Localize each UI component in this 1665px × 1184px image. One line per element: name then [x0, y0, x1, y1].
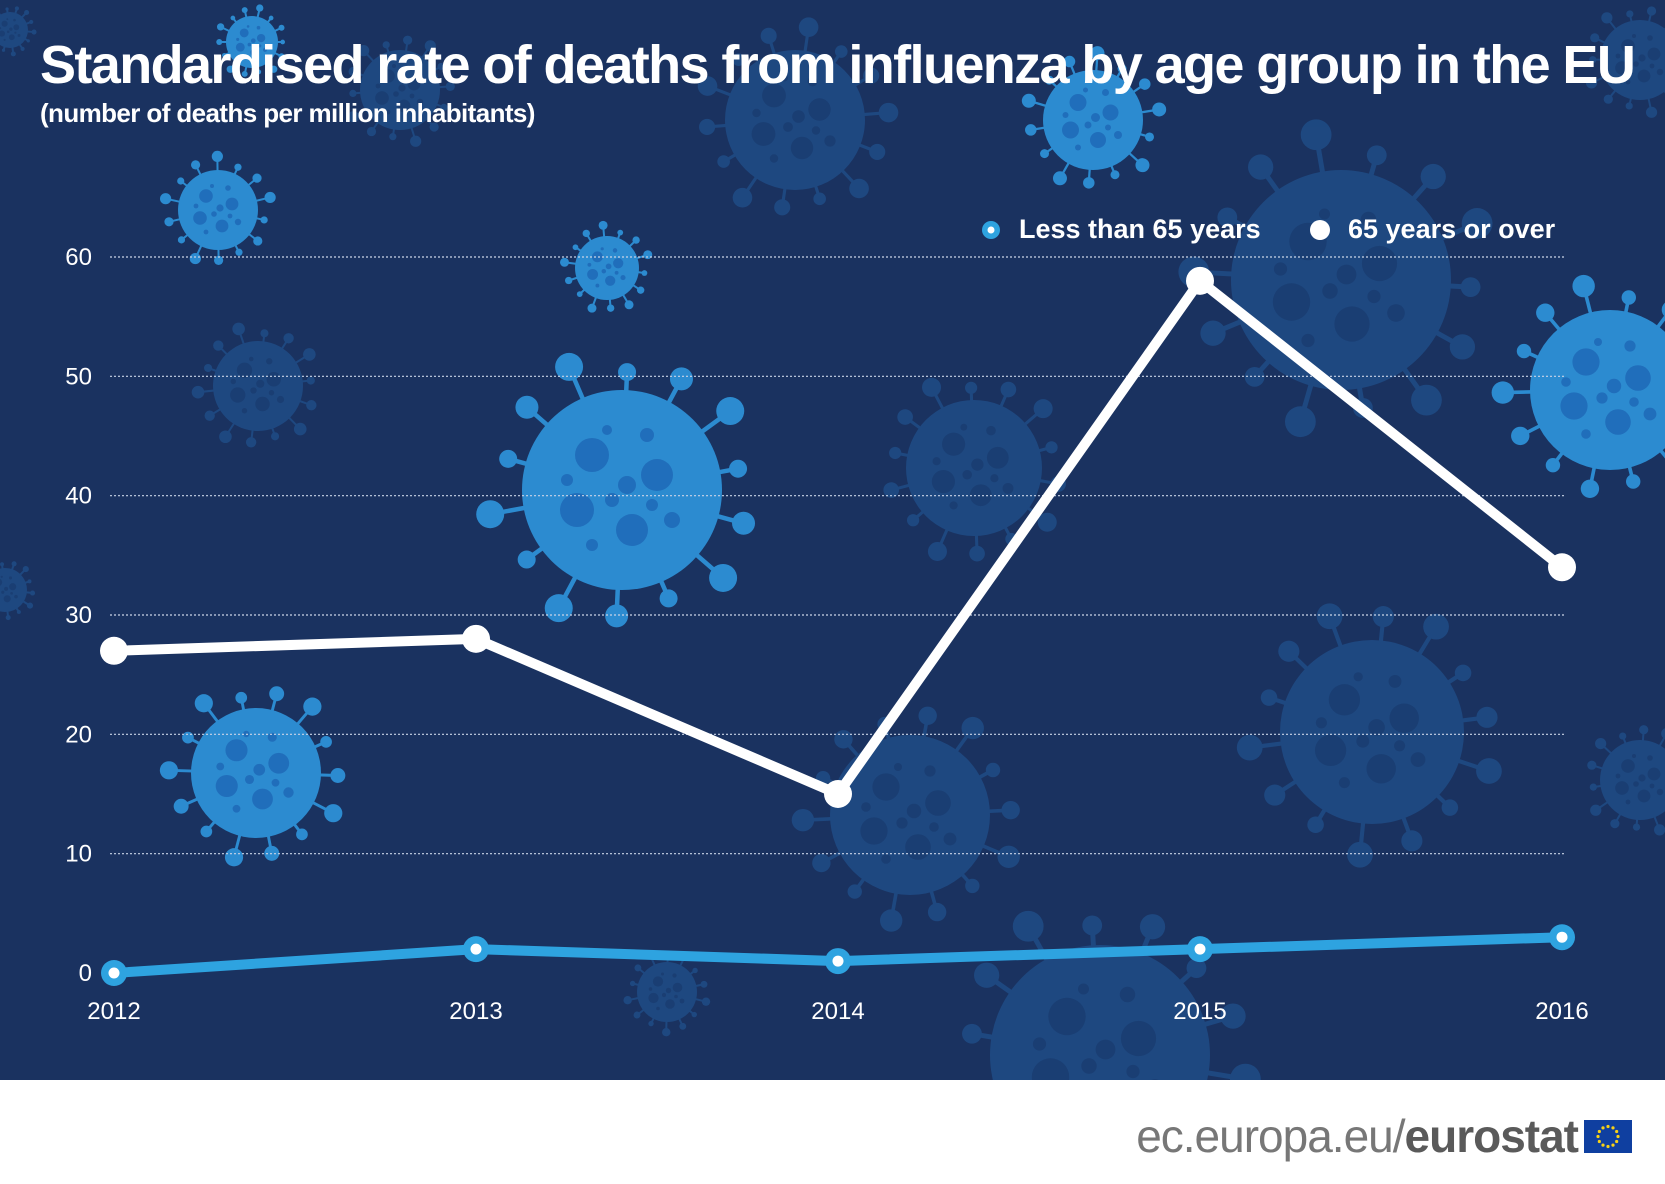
virus-icon	[160, 150, 276, 265]
x-tick-label: 2015	[1173, 998, 1226, 1025]
x-tick-label: 2016	[1535, 998, 1588, 1025]
source-link[interactable]: ec.europa.eu/eurostat	[1136, 1109, 1579, 1163]
virus-icon	[1585, 6, 1665, 118]
chart-panel: Standardised rate of deaths from influen…	[0, 0, 1665, 1080]
virus-icon	[883, 377, 1066, 562]
x-axis-ticks: 2012 2013 2014 2015 2016	[87, 998, 1588, 1025]
source-brand: eurostat	[1404, 1110, 1579, 1162]
data-point-center-under-65	[1556, 931, 1568, 943]
legend-marker-65-over	[1310, 220, 1330, 240]
series-lines	[100, 266, 1576, 986]
data-point-65-over	[1548, 553, 1576, 582]
y-tick-label: 40	[65, 483, 92, 510]
virus-icon	[1236, 603, 1502, 868]
y-axis-ticks: 0 10 20 30 40 50 60	[65, 244, 92, 987]
virus-icon	[1491, 274, 1665, 498]
chart-subtitle: (number of deaths per million inhabitant…	[40, 98, 535, 128]
data-point-center-under-65	[1194, 943, 1206, 955]
virus-icon	[159, 686, 346, 867]
virus-icon	[476, 352, 756, 628]
legend-label-under-65: Less than 65 years	[1019, 214, 1261, 244]
virus-icon	[697, 17, 899, 216]
legend-marker-dot-under-65	[987, 226, 995, 234]
data-point-65-over	[100, 636, 128, 665]
virus-icon	[560, 220, 653, 313]
x-tick-label: 2013	[449, 998, 502, 1025]
virus-icon	[1178, 119, 1493, 438]
series-line-65-over	[109, 275, 1567, 799]
y-tick-label: 50	[65, 363, 92, 390]
virus-icon	[0, 561, 36, 621]
virus-icon	[623, 951, 711, 1037]
y-tick-label: 30	[65, 602, 92, 629]
virus-icon	[791, 706, 1020, 932]
data-point-65-over	[462, 624, 490, 653]
virus-icon	[962, 910, 1261, 1080]
data-point-65-over	[1186, 266, 1214, 295]
gridlines	[110, 256, 1565, 855]
y-tick-label: 60	[65, 244, 92, 271]
virus-background-illustration	[0, 4, 1665, 1080]
legend: Less than 65 years 65 years or over	[982, 214, 1556, 244]
virus-icon	[1021, 46, 1167, 189]
data-point-65-over	[824, 780, 852, 808]
chart-title: Standardised rate of deaths from influen…	[40, 35, 1636, 95]
y-tick-label: 10	[65, 841, 92, 868]
virus-icon	[0, 6, 37, 57]
x-tick-label: 2014	[811, 998, 864, 1025]
legend-item-under-65: Less than 65 years	[982, 214, 1261, 244]
virus-icon	[191, 322, 317, 448]
data-point-center-under-65	[108, 967, 120, 979]
data-point-center-under-65	[470, 943, 482, 955]
legend-item-65-over: 65 years or over	[1310, 214, 1556, 244]
x-tick-label: 2012	[87, 998, 140, 1025]
virus-icon	[347, 35, 455, 147]
eu-flag-icon	[1584, 1119, 1632, 1153]
virus-icon	[216, 4, 286, 77]
source-domain: ec.europa.eu/	[1136, 1110, 1405, 1162]
data-point-center-under-65	[832, 955, 844, 967]
y-tick-label: 20	[65, 721, 92, 748]
line-chart: 0 10 20 30 40 50 60 2012 2013 2014 2015 2016 Less …	[65, 214, 1588, 1025]
y-tick-label: 0	[79, 960, 92, 987]
footer: ec.europa.eu/eurostat	[1136, 1109, 1632, 1163]
legend-label-65-over: 65 years or over	[1348, 214, 1556, 244]
